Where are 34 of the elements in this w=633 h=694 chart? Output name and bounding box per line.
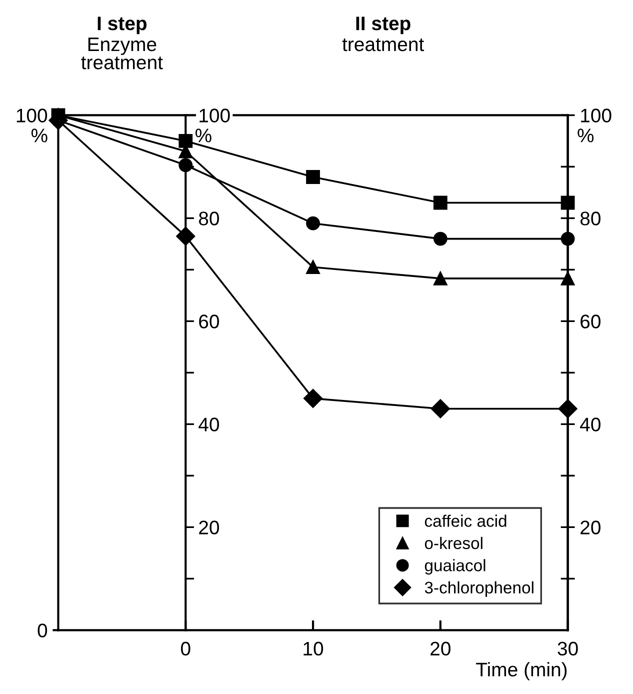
point [433, 196, 448, 210]
y2-tick-label: 20 [580, 520, 600, 534]
y2-tick-label: 60 [580, 314, 600, 328]
x-axis-title: Time (min) [476, 662, 567, 680]
point [306, 216, 320, 230]
legend-label: guaiacol [424, 559, 486, 575]
text: Enzyme treatment [81, 38, 163, 70]
x-tick-label: 0 [180, 642, 190, 656]
y3-tick-label: 100 [200, 108, 230, 122]
y3-tick-label: 80 [198, 212, 219, 226]
text: II step [356, 16, 410, 34]
x-tick-label: 30 [558, 642, 578, 656]
x-tick-label: 10 [304, 642, 324, 656]
y-axis-title: % [31, 128, 48, 142]
y2-tick-label: 80 [580, 212, 600, 226]
y3-tick-label: 40 [198, 418, 219, 432]
y2-axis-title: % [578, 128, 594, 142]
legend-label: 3-chlorophenol [424, 581, 534, 597]
point [303, 388, 323, 408]
legend-label: o-kresol [424, 536, 482, 550]
text: treatment [342, 38, 424, 52]
y3-tick-label: 60 [199, 314, 219, 328]
x-tick-label: 20 [430, 642, 450, 656]
y3-axis-title: % [195, 128, 212, 142]
point [433, 272, 448, 286]
y2-tick-label: 40 [580, 418, 600, 432]
point [306, 260, 320, 274]
point [433, 232, 448, 246]
y3-tick-label: 20 [199, 520, 219, 534]
point [430, 399, 450, 418]
y2-tick-label: 100 [581, 108, 612, 122]
legend-label: caffeic acid [424, 514, 506, 527]
text: I step [98, 16, 147, 34]
point [306, 170, 320, 184]
